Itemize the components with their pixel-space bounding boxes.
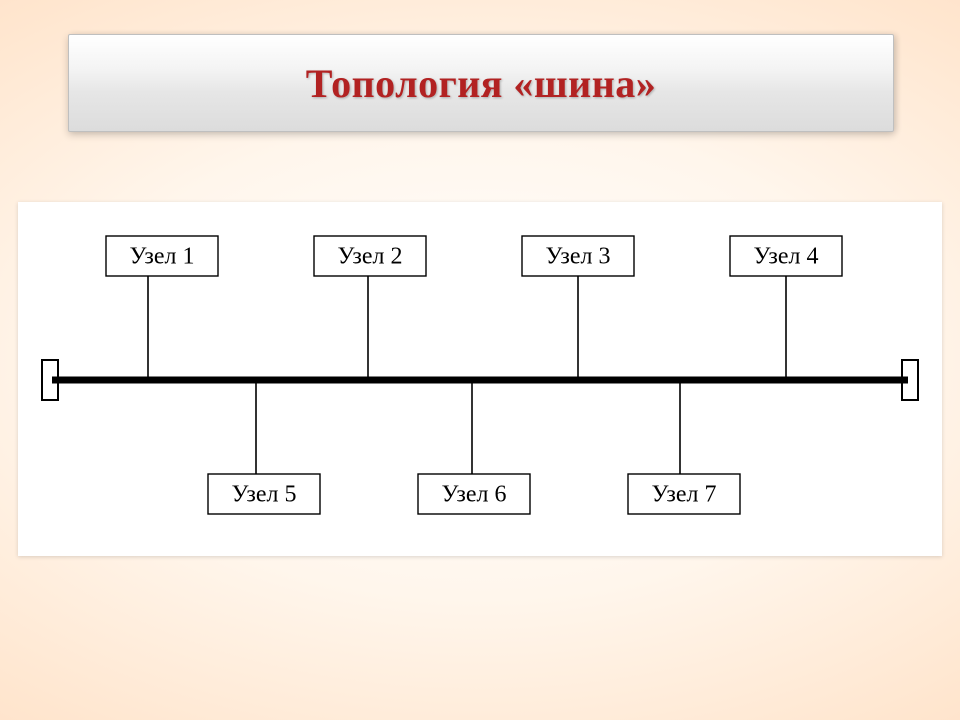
node-n7: Узел 7 [628, 474, 740, 514]
slide-title: Топология «шина» [306, 60, 657, 107]
node-n3: Узел 3 [522, 236, 634, 276]
diagram-svg: Узел 1 Узел 2 Узел 3 Узел 4 Узел 5 Уз [18, 202, 942, 556]
node-n4: Узел 4 [730, 236, 842, 276]
node-n2: Узел 2 [314, 236, 426, 276]
node-label-n7: Узел 7 [652, 482, 717, 508]
node-label-n1: Узел 1 [130, 244, 195, 270]
node-label-n3: Узел 3 [546, 244, 611, 270]
node-label-n4: Узел 4 [754, 244, 819, 270]
title-box: Топология «шина» [68, 34, 894, 132]
slide: Топология «шина» Узел 1 [0, 0, 960, 720]
node-label-n5: Узел 5 [232, 482, 297, 508]
node-label-n6: Узел 6 [442, 482, 507, 508]
bus-topology-diagram: Узел 1 Узел 2 Узел 3 Узел 4 Узел 5 Уз [18, 202, 942, 556]
node-n6: Узел 6 [418, 474, 530, 514]
node-n1: Узел 1 [106, 236, 218, 276]
node-n5: Узел 5 [208, 474, 320, 514]
node-label-n2: Узел 2 [338, 244, 403, 270]
